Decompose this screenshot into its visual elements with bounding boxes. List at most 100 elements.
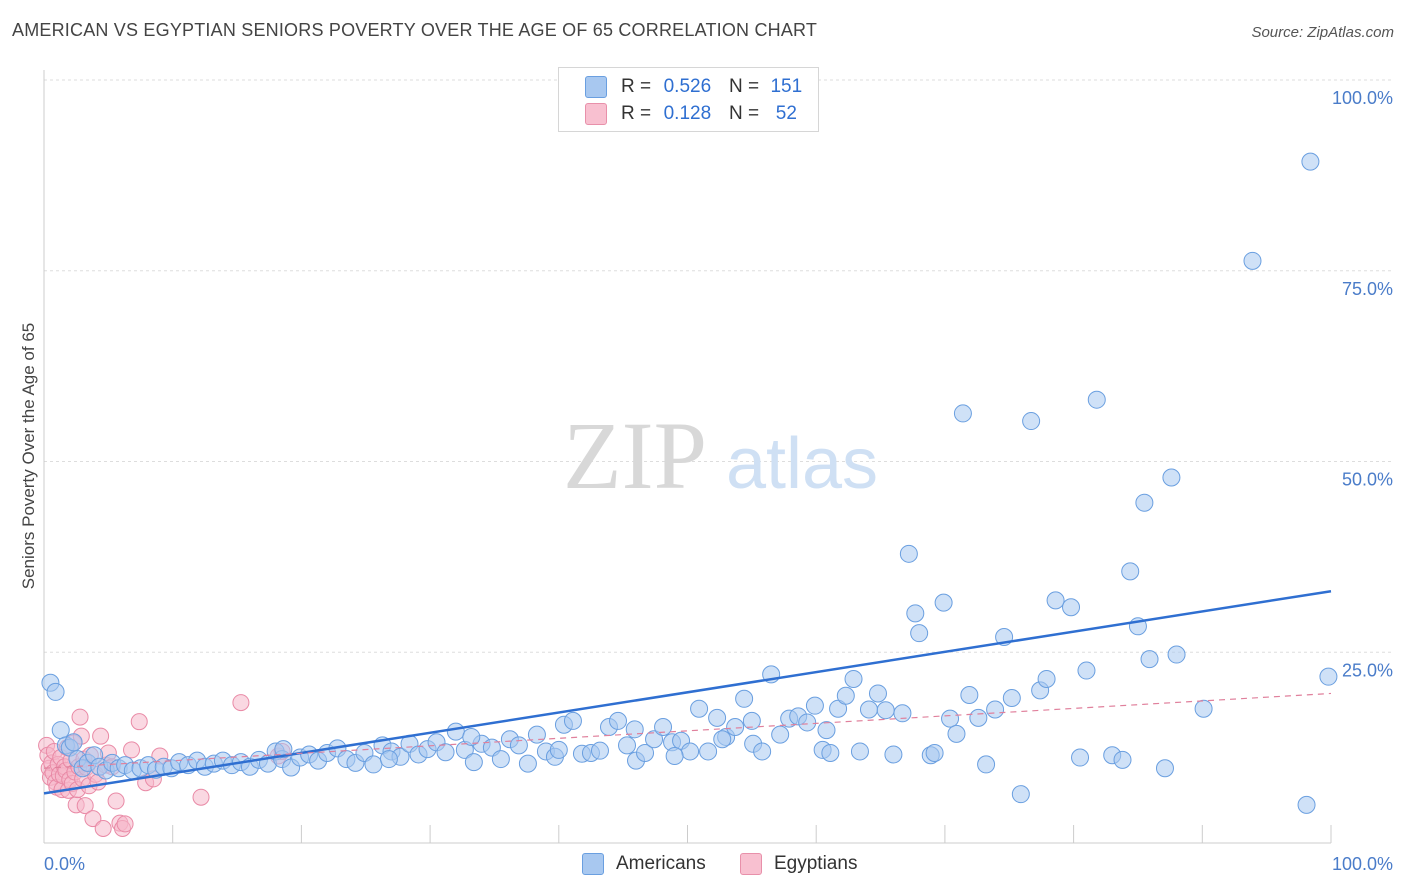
legend-r-label: R = [621,103,652,124]
source-label: Source: ZipAtlas.com [1251,24,1394,41]
americans-point [1301,152,1320,171]
americans-point [1037,669,1056,688]
americans-point [735,689,754,708]
americans-point [527,725,546,744]
americans-point [844,669,863,688]
americans-point [46,682,65,701]
americans-point [625,720,644,739]
bottom-legend-label-egyptians: Egyptians [774,853,858,874]
americans-point [850,742,869,761]
americans-point [590,741,609,760]
americans-point [947,724,966,743]
americans-point [446,722,465,741]
americans-point [798,713,817,732]
americans-point [708,708,727,727]
egyptians-point [232,694,250,712]
americans-point [491,750,510,769]
y-tick-label-3: 25.0% [1342,660,1393,680]
chart-title: AMERICAN VS EGYPTIAN SENIORS POVERTY OVE… [12,20,818,40]
egyptians-point [84,810,102,828]
legend-n-value-americans: 151 [770,76,803,97]
egyptians-point [92,727,110,745]
americans-point [960,685,979,704]
americans-point [925,743,944,762]
y-tick-label-2: 50.0% [1342,470,1393,490]
y-tick-label-0: 100.0% [1332,88,1393,108]
americans-point [876,701,895,720]
x-tick-label-0: 0.0% [44,854,85,874]
americans-point [859,700,878,719]
americans-point [977,755,996,774]
legend-swatch-americans [585,76,607,98]
americans-point [379,750,398,769]
americans-trend-line [43,589,1332,795]
americans-point [726,718,745,737]
axes [43,70,1331,844]
americans-point [1243,251,1262,270]
legend-n-value-egyptians: 52 [775,103,797,124]
americans-point [1194,699,1213,718]
americans-point [645,730,664,749]
americans-point [64,733,83,752]
americans-point [742,711,761,730]
legend-n-label: N = [728,103,760,124]
legend-r-label: R = [621,76,652,97]
americans-point [1113,750,1132,769]
americans-point [1140,650,1159,669]
americans-point [665,747,684,766]
americans-point [953,404,972,423]
watermark: ZIP atlas [563,402,878,509]
americans-point [884,745,903,764]
y-tick-label-1: 75.0% [1342,279,1393,299]
bottom-legend-label-americans: Americans [616,853,706,874]
americans-point [893,704,912,723]
legend-r-value-americans: 0.526 [663,76,712,97]
americans-point [509,736,528,755]
bottom-legend-swatch-egyptians [740,853,762,875]
x-tick-labels: 0.0% 100.0% [44,854,1393,874]
americans-point [836,686,855,705]
americans-point [941,709,960,728]
bottom-legend-egyptians: Egyptians [740,851,857,877]
americans-point [713,730,732,749]
watermark-atlas: atlas [726,424,878,504]
americans-point [681,742,700,761]
egyptians-point [192,788,210,806]
legend-row-egyptians: R = 0.128 N = 52 [585,101,808,127]
trend-lines [43,589,1332,795]
americans-point [934,593,953,612]
watermark-zip: ZIP [563,402,707,509]
legend: R = 0.526 N = 151 R = 0.128 N = 52 [558,67,819,132]
egyptians-point [116,815,134,833]
americans-point [1162,468,1181,487]
americans-point [436,743,455,762]
bottom-legend-swatch-americans [582,853,604,875]
americans-point [618,736,637,755]
americans-point [1022,412,1041,431]
americans-point [609,711,628,730]
americans-point [910,624,929,643]
americans-point [817,721,836,740]
egyptians-point [130,713,148,731]
y-axis-label: Seniors Poverty Over the Age of 65 [19,323,38,589]
americans-point [690,699,709,718]
americans-point [1319,667,1338,686]
americans-point [636,743,655,762]
americans-point [899,544,918,563]
americans-point [654,718,673,737]
egyptians-point [71,708,89,726]
americans-point [274,740,293,759]
americans-point [753,742,772,761]
americans-point [699,742,718,761]
egyptians-point [76,797,94,815]
americans-point [805,696,824,715]
americans-point [1062,598,1081,617]
legend-n-label: N = [728,76,760,97]
egyptians-point [94,820,112,838]
americans-point [464,753,483,772]
americans-point [51,721,70,740]
americans-point [1077,661,1096,680]
americans-point [563,711,582,730]
egyptians-trend-line [43,692,1332,769]
